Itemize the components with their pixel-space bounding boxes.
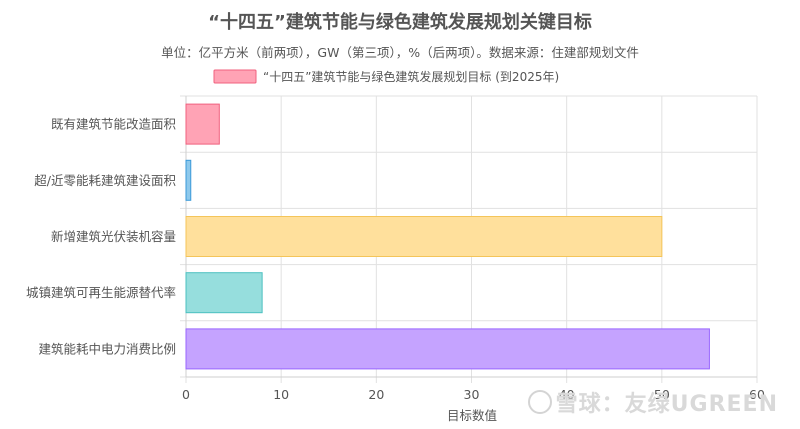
legend[interactable]: “十四五”建筑节能与绿色建筑发展规划目标 (到2025年) xyxy=(213,69,559,84)
watermark: 雪球：友绿UGREEN xyxy=(527,386,778,418)
y-tick-label-4: 建筑能耗中电力消费比例 xyxy=(38,341,176,356)
x-tick-label-0: 0 xyxy=(182,387,190,402)
chart-subtitle: 单位：亿平方米（前两项），GW（第三项），%（后两项）。数据来源：住建部规划文件 xyxy=(161,45,639,60)
snowball-logo-icon xyxy=(527,390,552,414)
y-tick-label-0: 既有建筑节能改造面积 xyxy=(51,117,176,132)
chart-title: “十四五”建筑节能与绿色建筑发展规划关键目标 xyxy=(208,11,592,33)
y-axis-labels: 既有建筑节能改造面积超/近零能耗建筑建设面积新增建筑光伏装机容量城镇建筑可再生能… xyxy=(26,117,176,357)
x-tick-label-2: 20 xyxy=(368,387,384,402)
bar-2[interactable] xyxy=(185,216,663,257)
x-tick-label-4: 40 xyxy=(559,387,575,402)
x-tick-label-6: 60 xyxy=(749,387,765,402)
bars xyxy=(185,103,710,370)
bar-3[interactable] xyxy=(185,272,263,314)
watermark-text: 雪球：友绿UGREEN xyxy=(555,392,778,417)
x-axis-title: 目标数值 xyxy=(447,408,497,423)
x-tick-label-1: 10 xyxy=(273,387,289,402)
y-tick-label-3: 城镇建筑可再生能源替代率 xyxy=(26,285,176,300)
bar-4[interactable] xyxy=(185,328,710,370)
bar-1[interactable] xyxy=(185,159,192,201)
legend-label: “十四五”建筑节能与绿色建筑发展规划目标 (到2025年) xyxy=(263,69,559,84)
x-axis-ticks: 0 10 20 30 40 50 60 xyxy=(182,387,765,402)
x-tick-label-3: 30 xyxy=(464,387,480,402)
legend-swatch xyxy=(213,69,257,84)
y-tick-label-1: 超/近零能耗建筑建设面积 xyxy=(34,173,176,188)
y-tick-label-2: 新增建筑光伏装机容量 xyxy=(51,229,176,244)
bar-0[interactable] xyxy=(185,103,220,145)
x-tick-label-5: 50 xyxy=(654,387,670,402)
